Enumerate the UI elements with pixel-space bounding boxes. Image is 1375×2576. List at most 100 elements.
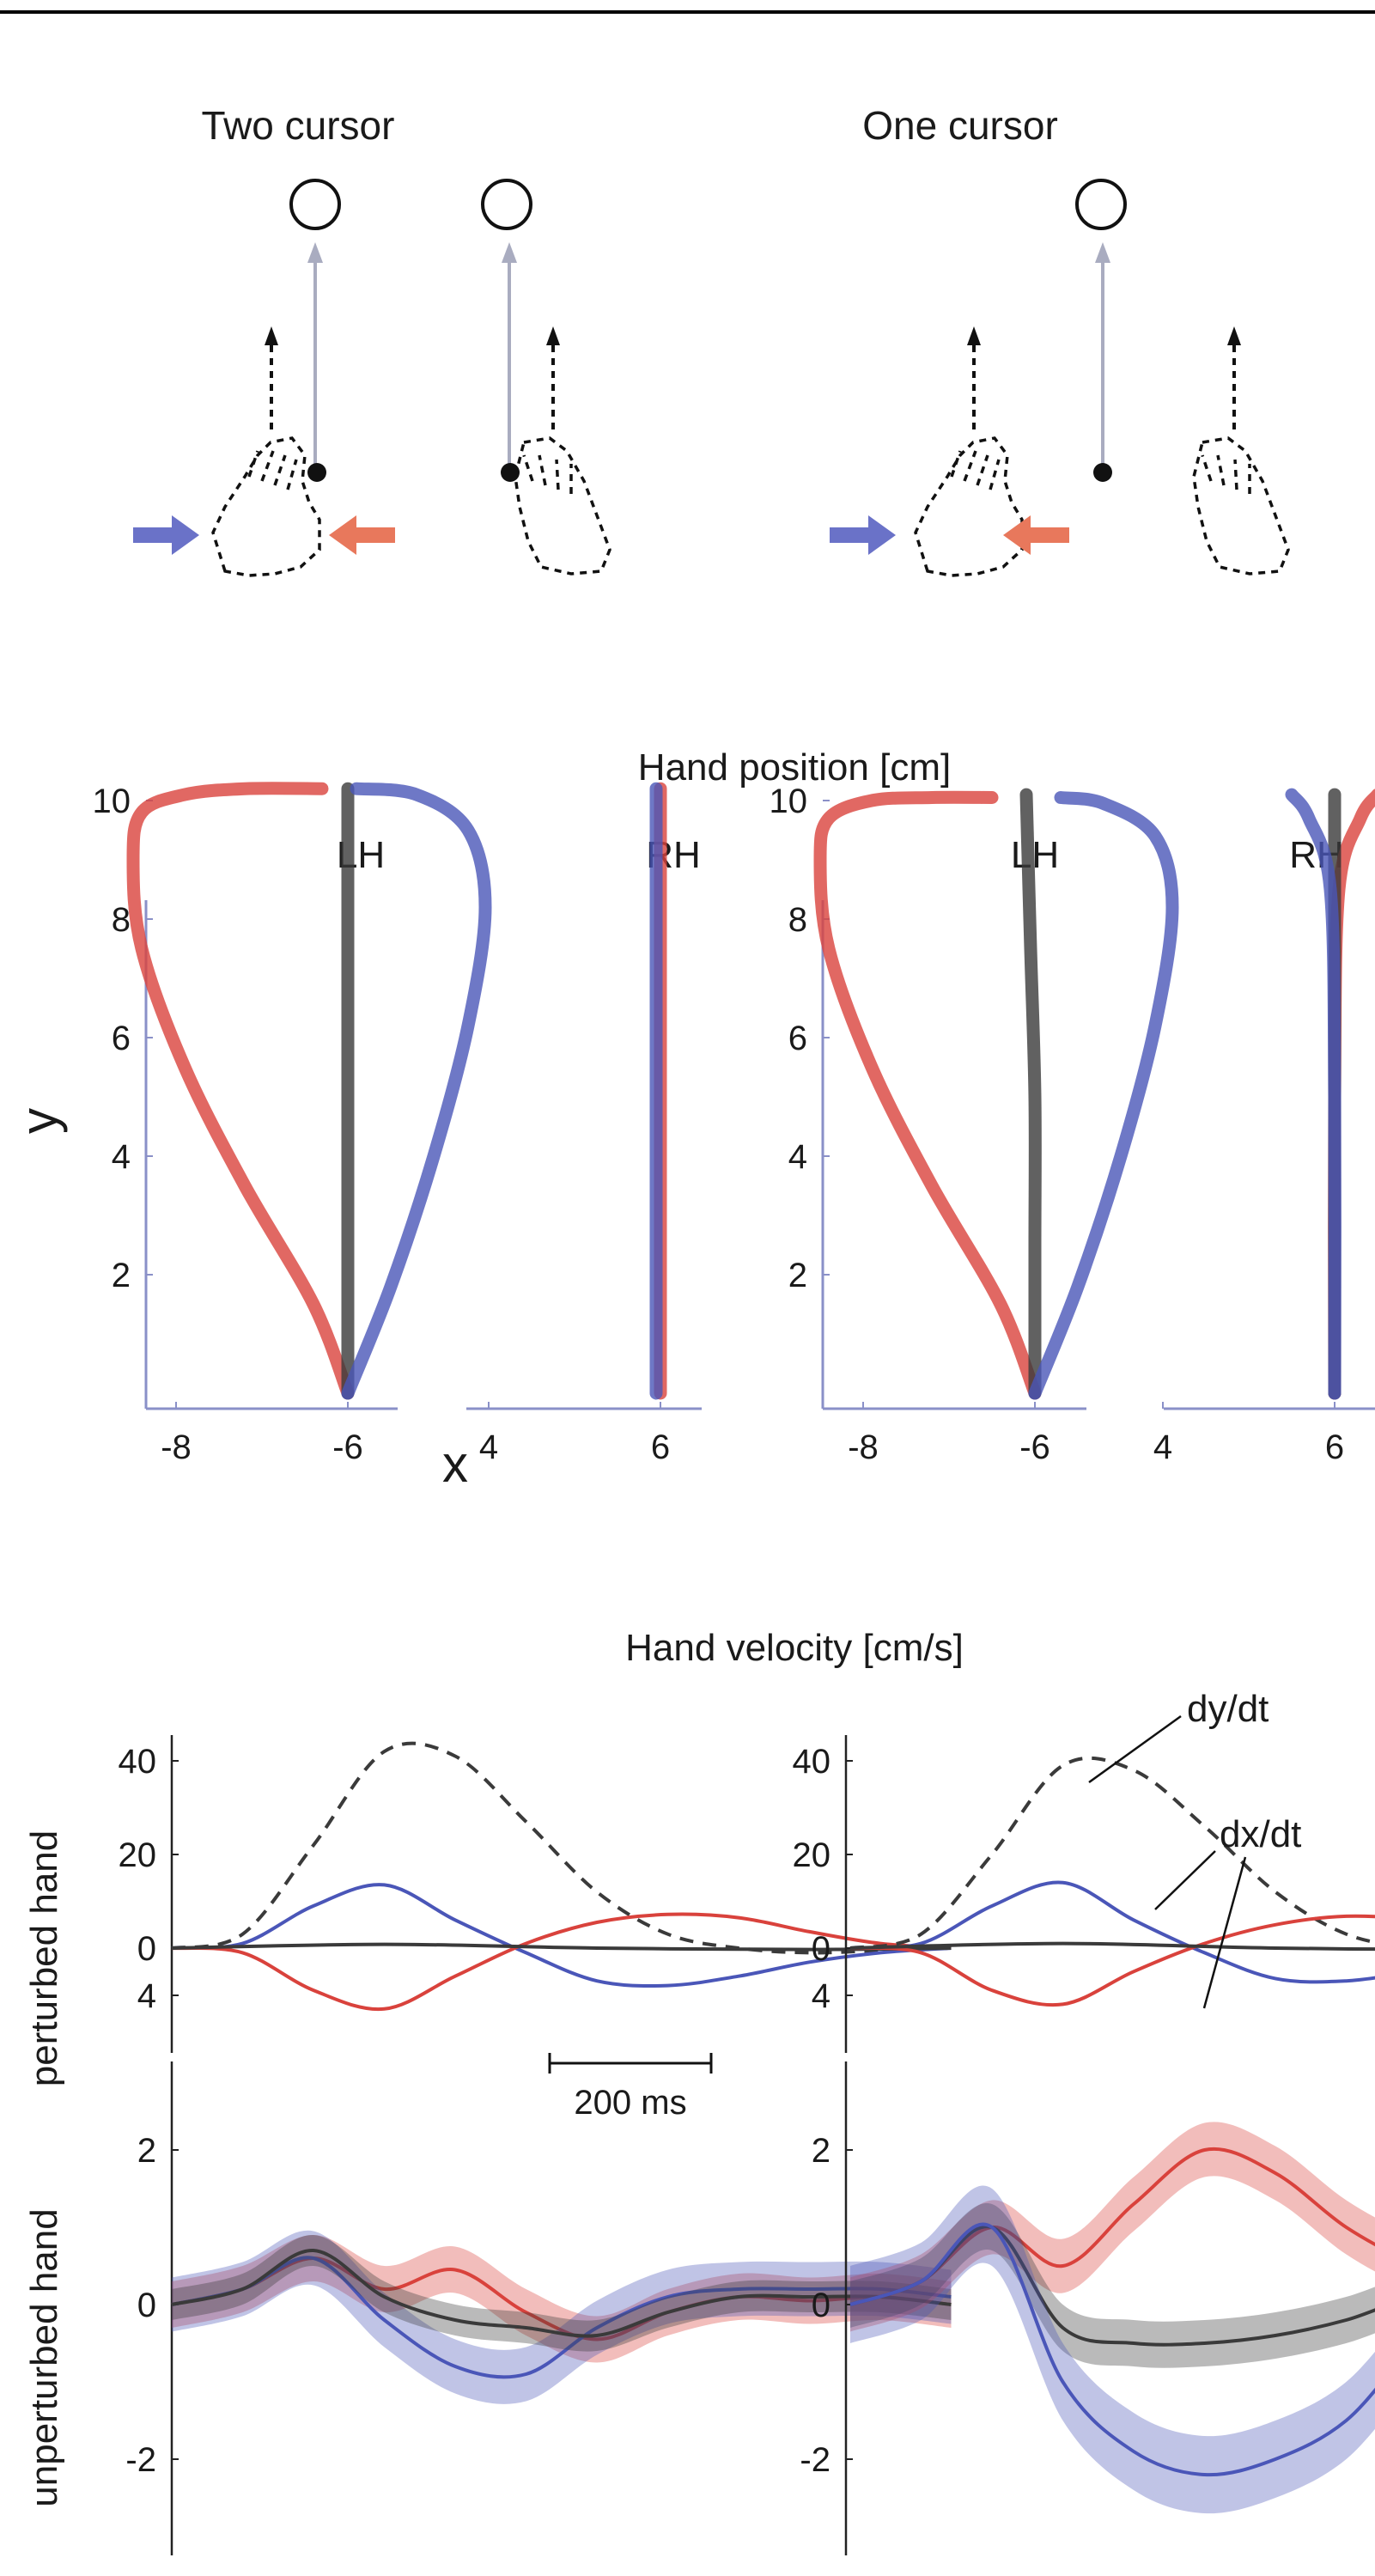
velocity-line-black (849, 2225, 1375, 2347)
error-band-black (172, 2234, 952, 2352)
schematic-one-cursor (830, 179, 1290, 577)
y-tick-label: 4 (812, 1977, 830, 2015)
velocity-line-blue (171, 1883, 952, 1988)
x-tick-label: -6 (332, 1428, 363, 1466)
velocity-line-blue (849, 1880, 1375, 1984)
y-tick-label: -2 (800, 2441, 830, 2479)
velocity-line-red (849, 1914, 1375, 2007)
target-circle-icon (289, 179, 341, 230)
error-band-black (850, 2203, 1375, 2368)
trajectory-blue-rh (1285, 788, 1342, 1400)
velocity-line-black (849, 1941, 1375, 1952)
velocity-line-red (849, 2147, 1375, 2306)
subplot-label-lh-right: LH (1011, 834, 1059, 876)
target-circle-icon (481, 179, 532, 230)
y-tick-label: 4 (137, 1977, 156, 2015)
velocity-line-black-dashed (171, 1741, 952, 1955)
hand-outline-icon (514, 436, 611, 575)
y-tick-label: 6 (788, 1020, 807, 1057)
hand-outline-icon (211, 436, 321, 577)
y-tick-label: 6 (112, 1020, 131, 1057)
force-arrow-icon (133, 515, 199, 555)
schematic-title-two-cursor: Two cursor (202, 103, 395, 148)
velocity-section-title: Hand velocity [cm/s] (625, 1627, 964, 1669)
trajectory-black-lh (1019, 788, 1042, 1400)
x-tick-label: 4 (1153, 1428, 1172, 1466)
y-axis-label-perturbed: perturbed hand (23, 1830, 65, 2086)
y-axis-label: y (10, 1108, 68, 1134)
velocity-line-blue (171, 2256, 952, 2379)
y-tick-label: -2 (125, 2441, 156, 2479)
y-tick-label: 8 (112, 901, 131, 939)
schematic-title-one-cursor: One cursor (862, 103, 1058, 148)
trajectory-blue-lh (1028, 791, 1179, 1400)
trajectory-red-lh (126, 782, 355, 1400)
cursor-dot (307, 463, 326, 482)
y-tick-label: 0 (137, 1930, 156, 1968)
force-arrow-icon (830, 515, 896, 555)
y-tick-label: 10 (93, 783, 131, 820)
velocity-chart-perturbed-two-cursor: 0 20 40 (119, 1735, 952, 2053)
y-axis-label-unperturbed: unperturbed hand (23, 2208, 65, 2506)
velocity-line-blue (849, 2222, 1375, 2477)
velocity-chart-unperturbed-one-cursor: -2 0 2 4 (800, 1977, 1375, 2555)
arrow-head-icon (502, 242, 517, 263)
x-tick-label: -6 (1019, 1428, 1050, 1466)
annotation-pointer (1202, 1856, 1247, 2009)
y-tick-label: 20 (119, 1836, 157, 1874)
cursor-dot (1093, 463, 1112, 482)
position-chart-one-cursor: 2 4 6 8 10 -8 -6 4 6 (770, 783, 1375, 1466)
hand-outline-icon (1192, 436, 1290, 575)
annotation-pointer (1154, 1850, 1216, 1910)
x-tick-label: 4 (479, 1428, 498, 1466)
y-tick-label: 40 (793, 1743, 831, 1781)
annotation-pointer (1088, 1714, 1182, 1784)
annotation-dy-dt: dy/dt (1187, 1688, 1269, 1730)
y-tick-label: 4 (788, 1138, 807, 1176)
force-arrow-icon (329, 515, 395, 555)
y-tick-label: 40 (119, 1743, 157, 1781)
error-band-blue (850, 2185, 1375, 2514)
hand-outline-icon (914, 436, 1024, 577)
y-tick-label: 2 (788, 1257, 807, 1294)
arrow-head-icon (1095, 242, 1110, 263)
schematic-two-cursor (133, 179, 611, 577)
velocity-line-red (171, 1912, 952, 2012)
y-tick-label: 2 (112, 1257, 131, 1294)
time-scale-bar: 200 ms (548, 2053, 713, 2122)
x-tick-label: -8 (161, 1428, 192, 1466)
velocity-chart-perturbed-one-cursor: 0 20 40 (793, 1735, 1375, 2053)
force-arrow-icon (1003, 515, 1069, 555)
x-axis-label: x (442, 1435, 468, 1493)
error-band-red (172, 2235, 952, 2363)
annotation-dx-dt: dx/dt (1220, 1813, 1301, 1855)
y-tick-label: 0 (812, 2287, 830, 2324)
position-section-title: Hand position [cm] (638, 746, 951, 789)
y-tick-label: 20 (793, 1836, 831, 1874)
trajectory-red-lh (813, 790, 1042, 1400)
cursor-dot (501, 463, 520, 482)
velocity-line-black (171, 1942, 952, 1952)
y-tick-label: 8 (788, 901, 807, 939)
x-tick-label: -8 (848, 1428, 879, 1466)
x-tick-label: 6 (1325, 1428, 1344, 1466)
arrow-head-icon (967, 326, 981, 345)
arrow-head-icon (546, 326, 560, 345)
y-tick-label: 4 (112, 1138, 131, 1176)
y-tick-label: 2 (812, 2132, 830, 2170)
trajectory-blue-lh (341, 782, 492, 1400)
arrow-head-icon (307, 242, 323, 263)
velocity-annotations: dy/dt dx/dt (1088, 1688, 1301, 2009)
y-tick-label: 2 (137, 2132, 156, 2170)
error-band-blue (172, 2230, 952, 2404)
target-circle-icon (1075, 179, 1127, 230)
x-tick-label: 6 (651, 1428, 670, 1466)
velocity-chart-unperturbed-two-cursor: -2 0 2 4 (125, 1977, 952, 2555)
velocity-line-black-dashed (849, 1756, 1375, 1950)
y-tick-label: 10 (770, 783, 808, 820)
arrow-head-icon (265, 326, 278, 345)
scale-bar-label: 200 ms (574, 2084, 686, 2122)
position-chart-two-cursor: 2 4 6 8 10 -8 -6 4 6 (93, 782, 702, 1466)
y-tick-label: 0 (137, 2287, 156, 2324)
